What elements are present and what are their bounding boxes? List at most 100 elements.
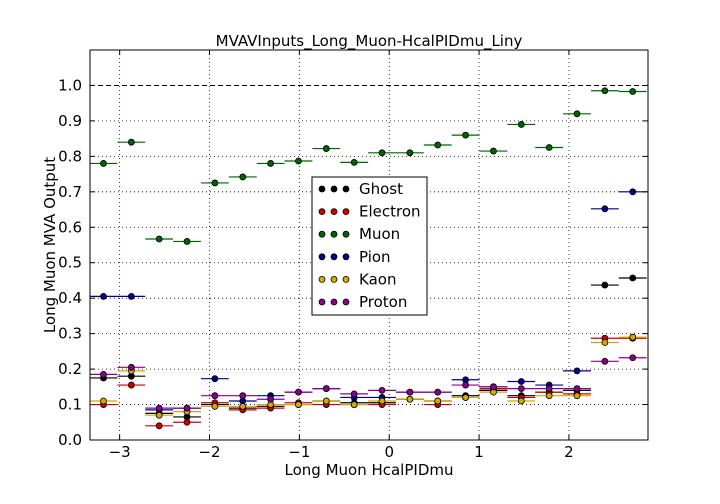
legend-marker: [330, 185, 338, 193]
data-point: [490, 383, 497, 391]
legend-marker: [342, 208, 350, 216]
data-point: [601, 339, 609, 346]
data-point: [183, 404, 191, 412]
data-point: [267, 395, 275, 403]
x-axis-ticks: −3 −2 −1 0 1 2: [109, 50, 574, 461]
data-point: [155, 422, 163, 430]
y-tick-label: 0.1: [58, 396, 82, 414]
data-point: [629, 354, 637, 362]
y-tick-label: 0.0: [58, 431, 82, 449]
data-point: [545, 385, 553, 392]
legend-label: Pion: [359, 248, 391, 266]
legend-item-kaon: Kaon: [318, 270, 396, 288]
y-axis-ticks: 0.0 0.1 0.2 0.3 0.4 0.5 0.6 0.7 0.8 0.9 1.0: [58, 76, 648, 449]
y-axis-label: Long Muon MVA Output: [41, 157, 59, 333]
data-point: [155, 235, 163, 243]
data-point: [545, 392, 553, 400]
data-point: [350, 390, 358, 398]
data-point: [100, 397, 107, 405]
data-point: [127, 381, 135, 389]
series-proton: [89, 354, 647, 412]
data-point: [573, 392, 581, 400]
legend-marker: [342, 275, 350, 283]
data-point: [517, 378, 525, 385]
data-point: [127, 138, 135, 146]
data-point: [601, 205, 609, 213]
x-tick-label: −2: [198, 443, 220, 461]
legend-label: Kaon: [359, 270, 396, 288]
data-point: [406, 395, 414, 403]
legend-marker: [318, 208, 326, 216]
data-point: [155, 404, 163, 412]
legend-item-ghost: Ghost: [318, 180, 403, 198]
legend-item-muon: Muon: [318, 225, 400, 243]
y-tick-label: 0.5: [58, 254, 82, 272]
legend-marker: [342, 185, 350, 193]
y-tick-label: 1.0: [58, 76, 82, 94]
data-point: [322, 145, 330, 152]
data-point: [295, 388, 302, 396]
data-point: [601, 281, 609, 289]
legend: Ghost Electron Muon Pion Kaon Proton: [311, 176, 428, 316]
data-point: [378, 149, 386, 157]
x-tick-label: 1: [474, 443, 484, 461]
data-point: [517, 397, 525, 405]
y-tick-label: 0.4: [58, 289, 82, 307]
data-point: [100, 160, 107, 167]
legend-marker: [318, 185, 326, 193]
legend-item-pion: Pion: [318, 248, 391, 266]
legend-marker: [330, 275, 338, 283]
x-tick-label: −1: [288, 443, 310, 461]
chart-title: MVAVInputs_Long_Muon-HcalPIDmu_Liny: [216, 32, 523, 51]
data-point: [100, 293, 107, 300]
legend-label: Electron: [359, 203, 421, 221]
y-tick-label: 0.3: [58, 325, 82, 343]
data-point: [183, 418, 191, 426]
data-point: [462, 131, 469, 139]
x-tick-label: −3: [109, 443, 131, 461]
data-point: [629, 188, 637, 196]
data-point: [127, 293, 135, 300]
data-point: [629, 274, 637, 282]
y-tick-label: 0.9: [58, 112, 82, 130]
legend-marker: [342, 298, 350, 306]
y-tick-label: 0.8: [58, 147, 82, 165]
data-point: [573, 110, 581, 118]
data-point: [295, 401, 302, 408]
legend-marker: [318, 230, 326, 238]
data-point: [127, 363, 135, 371]
data-point: [378, 397, 386, 405]
data-point: [601, 87, 609, 95]
data-point: [406, 149, 414, 157]
series-muon: [89, 87, 647, 245]
legend-marker: [318, 275, 326, 283]
legend-label: Ghost: [359, 180, 403, 198]
data-point: [239, 392, 247, 400]
plot-frame: [89, 49, 649, 441]
legend-item-proton: Proton: [318, 293, 407, 311]
data-point: [211, 392, 219, 400]
data-point: [211, 179, 219, 187]
data-point: [462, 394, 469, 401]
data-point: [406, 388, 414, 396]
data-point: [601, 357, 609, 365]
data-point: [573, 367, 581, 375]
legend-marker: [330, 253, 338, 261]
data-point: [267, 160, 275, 167]
data-point: [434, 141, 442, 149]
legend-marker: [342, 230, 350, 238]
data-point: [517, 121, 525, 128]
data-point: [378, 386, 386, 394]
data-point: [295, 157, 302, 165]
legend-marker: [318, 298, 326, 306]
data-point: [239, 173, 247, 181]
data-point: [350, 401, 358, 408]
legend-marker: [330, 230, 338, 238]
data-point: [490, 147, 497, 155]
legend-box: [311, 176, 428, 316]
data-point: [155, 411, 163, 419]
x-axis-label: Long Muon HcalPIDmu: [285, 461, 454, 479]
data-point: [545, 144, 553, 151]
y-tick-label: 0.2: [58, 360, 82, 378]
